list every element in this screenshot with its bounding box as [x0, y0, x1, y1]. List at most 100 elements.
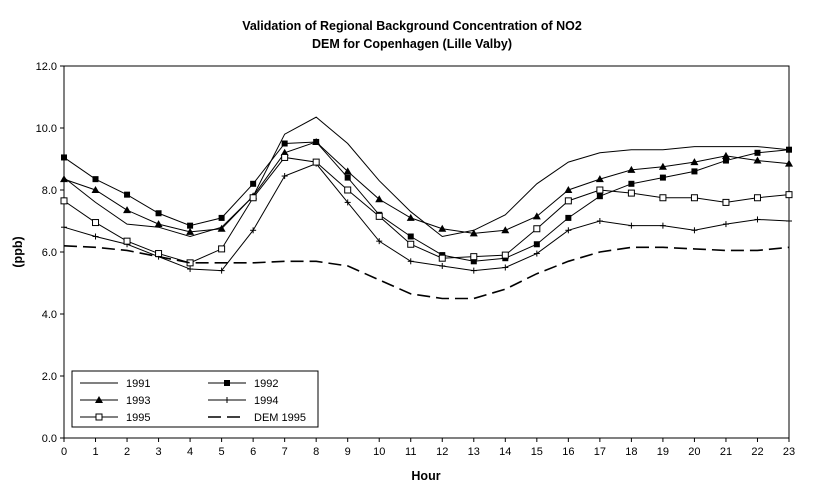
data-point-1995 — [564, 197, 572, 205]
data-point-1995 — [375, 212, 383, 220]
data-point-1995 — [344, 186, 352, 194]
chart-subtitle: DEM for Copenhagen (Lille Valby) — [312, 37, 512, 51]
series-1992 — [61, 138, 792, 265]
data-point-1992 — [124, 191, 131, 198]
data-point-1993 — [217, 224, 226, 232]
legend-marker — [95, 396, 103, 403]
data-point-1992 — [628, 180, 635, 187]
data-point-1995 — [533, 225, 541, 233]
y-tick-label: 4.0 — [42, 309, 57, 321]
data-point-1994 — [786, 218, 792, 224]
data-point-1992 — [250, 180, 257, 187]
data-point-1995 — [722, 198, 730, 206]
data-point-1994 — [187, 266, 194, 273]
x-tick-label: 1 — [92, 446, 98, 458]
x-axis-ticks: 0 1 2 3 4 5 6 7 8 9 10 11 12 13 14 15 16 17 18 19 20 21 22 23 — [61, 438, 795, 458]
data-point-1992 — [470, 258, 477, 265]
data-point-1993 — [91, 186, 100, 193]
data-point-1993 — [753, 156, 762, 164]
data-point-1993 — [721, 151, 730, 159]
series-line-dem-1995 — [63, 245, 790, 300]
data-point-1994 — [376, 238, 383, 245]
data-point-1995 — [281, 153, 289, 161]
data-point-1995 — [60, 197, 68, 205]
series-line-1993 — [63, 141, 790, 234]
data-point-1994 — [470, 267, 477, 274]
data-point-1995 — [312, 158, 320, 166]
data-point-1995 — [785, 191, 793, 199]
data-point-1995 — [596, 186, 604, 194]
x-tick-label: 9 — [345, 446, 351, 458]
x-tick-label: 5 — [219, 446, 225, 458]
data-point-1992 — [92, 176, 99, 183]
data-point-1994 — [628, 222, 635, 229]
data-point-1993 — [627, 165, 636, 173]
x-tick-label: 18 — [625, 446, 637, 458]
data-point-1994 — [691, 227, 698, 234]
data-point-1993 — [406, 213, 415, 221]
series-line-1992 — [63, 141, 790, 262]
y-axis-ticks: 0.0 2.0 4.0 6.0 8.0 10.0 12.0 — [36, 61, 64, 445]
data-point-1995 — [155, 250, 163, 258]
x-tick-label: 3 — [156, 446, 162, 458]
data-point-1992 — [596, 193, 603, 200]
data-point-1992 — [659, 174, 666, 181]
data-point-1992 — [565, 214, 572, 221]
data-point-1992 — [218, 214, 225, 221]
data-point-1992 — [344, 174, 351, 181]
x-tick-label: 20 — [688, 446, 700, 458]
data-point-1992 — [61, 154, 67, 161]
data-point-1994 — [533, 250, 540, 257]
data-point-1993 — [186, 227, 195, 235]
data-point-1993 — [438, 224, 447, 232]
legend-box — [71, 370, 319, 428]
data-point-1995 — [627, 189, 635, 197]
data-point-1994 — [439, 262, 446, 269]
y-axis-label: (ppb) — [11, 236, 25, 267]
data-point-1995 — [753, 194, 761, 202]
legend-label: 1993 — [126, 395, 150, 407]
series-line-1995 — [63, 156, 790, 264]
x-tick-label: 0 — [61, 446, 67, 458]
x-tick-label: 23 — [783, 446, 795, 458]
x-tick-label: 11 — [405, 446, 416, 458]
series-1994 — [61, 160, 792, 274]
data-point-1993 — [375, 195, 384, 203]
data-point-1993 — [60, 175, 68, 183]
y-tick-label: 10.0 — [36, 123, 57, 135]
x-tick-label: 14 — [499, 446, 511, 458]
legend-marker — [95, 413, 103, 421]
data-point-1994 — [61, 224, 67, 231]
legend: 1991 1992 1993 1994 1995 DEM 1995 — [71, 370, 319, 428]
legend-item-dem-1995: DEM 1995 — [208, 412, 306, 424]
data-point-1995 — [470, 253, 478, 261]
data-point-1992 — [722, 157, 729, 164]
data-point-1995 — [690, 194, 698, 202]
data-point-1995 — [92, 219, 100, 227]
data-point-1994 — [596, 218, 603, 224]
data-point-1993 — [564, 186, 573, 193]
data-point-1995 — [407, 240, 415, 248]
y-tick-label: 12.0 — [36, 61, 57, 73]
x-tick-label: 2 — [124, 446, 130, 458]
series-1991 — [63, 116, 790, 238]
data-point-1995 — [123, 237, 131, 245]
legend-marker — [224, 397, 230, 403]
x-tick-label: 4 — [187, 446, 193, 458]
data-point-1992 — [155, 210, 162, 217]
data-point-1994 — [754, 216, 761, 223]
data-point-1995 — [501, 251, 509, 259]
series-1993 — [60, 137, 793, 237]
data-point-1994 — [92, 233, 99, 240]
x-tick-label: 12 — [436, 446, 448, 458]
y-tick-label: 8.0 — [42, 185, 57, 197]
y-tick-label: 6.0 — [42, 247, 57, 259]
data-point-1993 — [690, 158, 699, 166]
data-point-1992 — [281, 140, 288, 147]
data-point-1992 — [754, 149, 761, 156]
series-layer — [60, 116, 793, 300]
data-point-1994 — [407, 258, 414, 265]
data-point-1994 — [659, 222, 666, 229]
legend-label: DEM 1995 — [254, 412, 306, 424]
